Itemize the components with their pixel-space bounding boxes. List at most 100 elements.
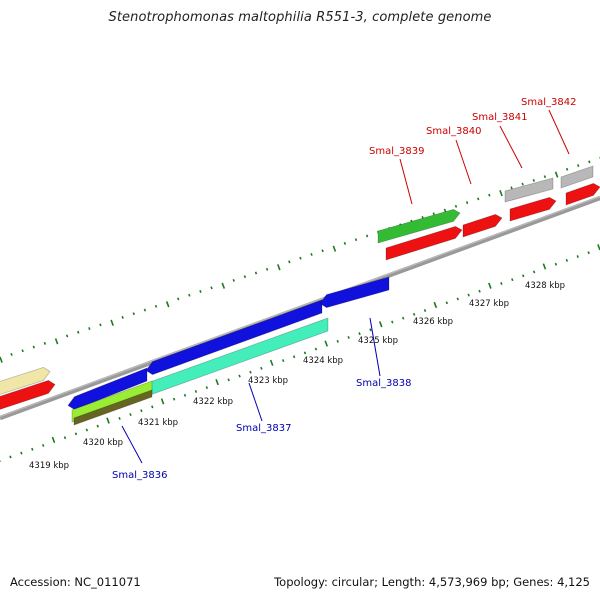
tick-mark (358, 332, 361, 336)
feature-smal-3839 (377, 208, 461, 244)
feature-red-3842 (565, 182, 600, 206)
tick-mark (324, 340, 329, 347)
tick-mark (565, 258, 569, 262)
gene-label-smal-3836[interactable]: Smal_3836 (112, 470, 167, 481)
tick-mark (63, 436, 67, 440)
tick-mark (269, 359, 274, 366)
tick-mark (577, 164, 580, 168)
tick-mark (588, 160, 591, 164)
tick-mark (554, 262, 558, 266)
tick-mark (576, 255, 579, 258)
tick-mark (188, 293, 191, 297)
tick-mark (254, 271, 258, 275)
tick-mark (488, 282, 492, 289)
tick-mark (260, 366, 263, 370)
feature-red-3840 (462, 213, 503, 238)
tick-mark (129, 413, 132, 417)
leader-smal-3841 (499, 125, 523, 169)
tick-mark (412, 312, 416, 316)
tick-mark (587, 251, 590, 255)
tick-mark (467, 293, 470, 297)
tick-mark (532, 178, 535, 182)
scale-label-4320: 4320 kbp (83, 438, 123, 448)
scale-label-4322: 4322 kbp (193, 397, 233, 407)
gene-label-smal-3838[interactable]: Smal_3838 (356, 378, 411, 389)
scale-label-4324: 4324 kbp (303, 356, 343, 366)
map-title: Stenotrophomonas maltophilia R551-3, com… (108, 10, 492, 25)
tick-mark (321, 249, 324, 253)
feature-smal-3838-blue (319, 276, 390, 309)
tick-mark (511, 278, 514, 282)
gene-label-smal-3840[interactable]: Smal_3840 (426, 126, 481, 137)
tick-mark (42, 443, 45, 447)
tick-mark (177, 297, 180, 301)
leader-smal-3836 (121, 425, 143, 464)
tick-mark (205, 386, 209, 390)
genome-backbone (0, 195, 600, 421)
scale-label-4325: 4325 kbp (358, 336, 398, 346)
feature-gray-3841 (504, 177, 554, 203)
tick-mark (310, 253, 313, 256)
tick-mark (210, 286, 213, 290)
tick-mark (510, 186, 513, 190)
tick-mark (423, 309, 427, 312)
feature-smal-3836-blue (67, 367, 148, 411)
leader-smal-3838 (369, 317, 381, 377)
tick-mark (21, 349, 24, 353)
gene-label-smal-3837[interactable]: Smal_3837 (236, 423, 291, 434)
tick-mark (215, 378, 219, 386)
feature-smal-3837-blue (145, 299, 323, 376)
tick-mark (522, 274, 525, 278)
gene-label-smal-3841[interactable]: Smal_3841 (472, 112, 527, 123)
tick-mark (445, 301, 449, 305)
tick-mark (391, 320, 394, 324)
tick-mark (85, 428, 89, 432)
tick-mark (165, 301, 170, 308)
gene-label-smal-3842[interactable]: Smal_3842 (521, 97, 576, 108)
tick-mark (51, 436, 56, 444)
tick-mark (118, 416, 121, 420)
tick-mark (54, 338, 59, 345)
accession-text: Accession: NC_011071 (10, 575, 141, 589)
tick-mark (194, 389, 198, 393)
tick-mark (140, 409, 143, 413)
feature-track (0, 165, 600, 426)
gene-label-smal-3839[interactable]: Smal_3839 (369, 146, 424, 157)
tick-mark (477, 197, 480, 201)
feature-khaki-upper (0, 366, 51, 395)
tick-mark (465, 201, 469, 205)
scale-label-4319: 4319 kbp (29, 461, 69, 471)
forward-tick-track (0, 157, 600, 363)
tick-mark (456, 297, 459, 301)
tick-mark (336, 339, 339, 343)
leader-smal-3842 (548, 109, 570, 155)
tick-mark (432, 212, 435, 216)
tick-mark (227, 378, 230, 382)
tick-mark (265, 267, 269, 271)
scale-label-4328: 4328 kbp (525, 281, 565, 291)
tick-mark (199, 290, 202, 293)
feature-red-upper (0, 379, 56, 410)
label-leaders (121, 109, 570, 464)
tick-mark (20, 451, 23, 455)
feature-red-3839 (385, 225, 463, 261)
scale-label-4326: 4326 kbp (413, 317, 453, 327)
tick-mark (478, 289, 481, 293)
tick-mark (249, 370, 252, 374)
tick-mark (238, 374, 241, 378)
tick-mark (314, 347, 318, 351)
tick-mark (74, 432, 78, 436)
tick-mark (232, 278, 235, 282)
tick-mark (77, 330, 80, 334)
tick-mark (521, 182, 524, 186)
tick-mark (299, 256, 302, 260)
tick-mark (132, 312, 135, 316)
tick-mark (143, 308, 147, 312)
tick-mark (88, 327, 91, 330)
backbone-highlight (0, 195, 600, 418)
feature-gray-3842 (560, 165, 594, 189)
gene-labels: Smal_3836 Smal_3837 Smal_3838 Smal_3839 … (112, 97, 576, 481)
tick-mark (369, 328, 372, 332)
tick-mark (121, 315, 124, 319)
